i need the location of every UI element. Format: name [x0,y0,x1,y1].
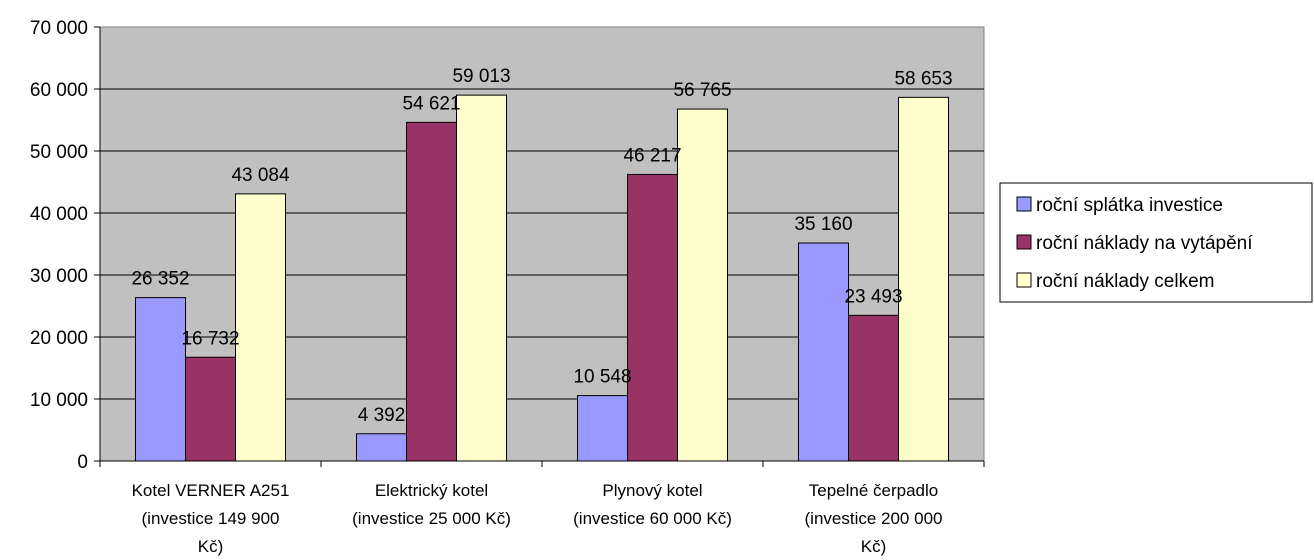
bar [577,395,628,462]
legend: roční splátka investice roční náklady na … [999,182,1313,303]
category-label: Tepelné čerpadlo [809,481,938,500]
data-label: 59 013 [452,66,510,87]
bar [456,94,507,462]
legend-swatch [1016,234,1032,250]
data-label: 54 621 [402,93,460,114]
y-tick-label: 70 000 [30,18,88,39]
data-label: 10 548 [573,367,631,388]
legend-swatch [1016,272,1032,288]
category-label: Kč) [198,537,224,556]
y-axis-ticks: 0 10 000 20 000 30 000 40 000 50 000 60 000 70 … [30,18,88,473]
category-label: Elektrický kotel [375,481,488,500]
bar [798,242,849,462]
axes [94,26,985,467]
category-label: Kotel VERNER A251 [132,481,290,500]
bars [135,94,949,462]
legend-label: roční náklady na vytápění [1036,233,1253,254]
data-label: 35 160 [794,214,852,235]
category-label: (investice 60 000 Kč) [573,509,732,528]
data-label: 16 732 [181,328,239,349]
category-label: Kč) [861,537,887,556]
data-label: 58 653 [894,68,952,89]
bar [848,314,899,462]
legend-label: roční náklady celkem [1036,271,1214,292]
legend-swatch [1016,196,1032,212]
category-label: (investice 25 000 Kč) [352,509,511,528]
bar [627,173,678,462]
y-tick-label: 20 000 [30,328,88,349]
data-label: 46 217 [623,145,681,166]
data-label: 23 493 [844,286,902,307]
y-tick-label: 30 000 [30,266,88,287]
y-tick-label: 50 000 [30,142,88,163]
legend-box [999,182,1313,303]
bar [356,433,407,462]
y-tick-label: 10 000 [30,390,88,411]
category-label: Plynový kotel [602,481,702,500]
y-tick-label: 40 000 [30,204,88,225]
bar [677,108,728,462]
category-label: (investice 200 000 [805,509,943,528]
x-axis-categories: Kotel VERNER A251 (investice 149 900 Kč) El… [132,481,943,556]
bar [898,96,949,462]
bar [235,193,286,462]
bar [406,121,457,462]
category-label: (investice 149 900 [142,509,280,528]
data-label: 43 084 [231,165,290,186]
data-label: 4 392 [358,405,406,426]
data-label: 26 352 [131,269,189,290]
y-tick-label: 60 000 [30,80,88,101]
data-labels: 26 352 16 732 43 084 4 392 54 621 59 013 10 54… [131,66,952,426]
y-tick-label: 0 [77,452,88,473]
bar [135,297,186,462]
data-label: 56 765 [673,80,731,101]
legend-label: roční splátka investice [1036,195,1223,216]
bar [185,356,236,462]
